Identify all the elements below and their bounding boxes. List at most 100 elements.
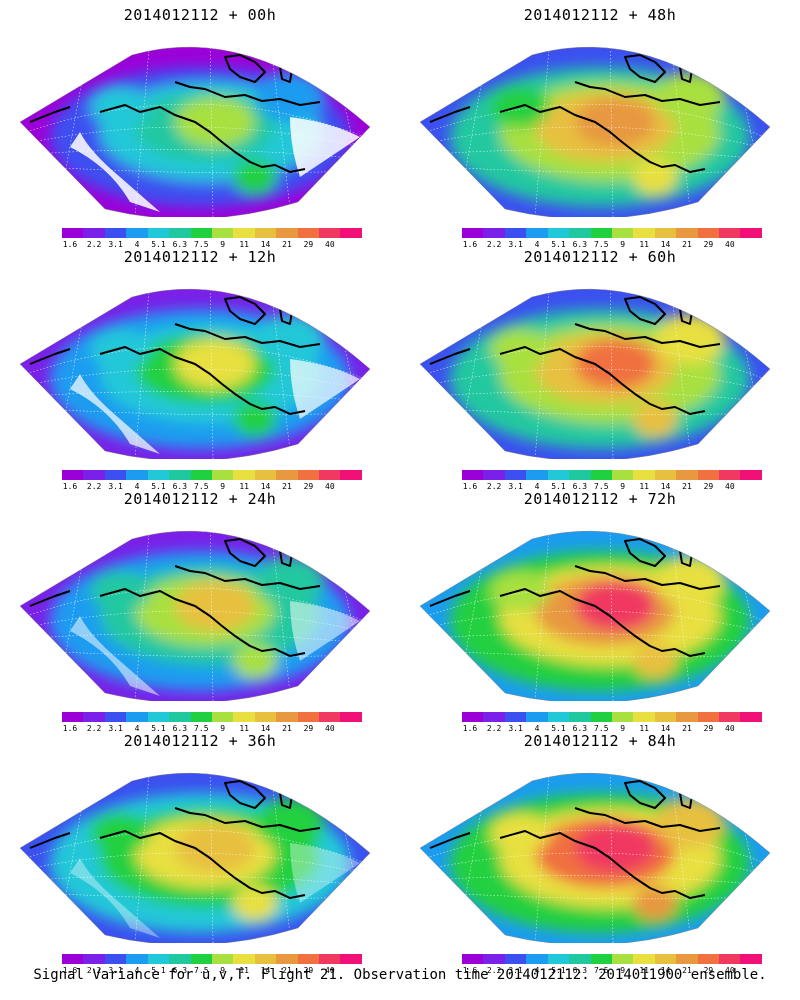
colorbar-tick-label: 4 xyxy=(134,240,140,249)
colorbar-segment xyxy=(340,470,362,480)
colorbar-tick-label: 21 xyxy=(682,240,692,249)
colorbar-segment xyxy=(526,228,548,238)
colorbar-tick-label: 1.6 xyxy=(62,482,78,491)
colorbar-labels: 1.6 2.2 3.1 4 5.1 6.3 7.5 9 11 14 21 29 40 xyxy=(462,966,762,976)
colorbar-tick-label: 11 xyxy=(239,482,249,491)
colorbar-tick-label: 9 xyxy=(620,966,626,975)
colorbar-tick-label: 3.1 xyxy=(508,240,523,249)
colorbar-tick-label: 9 xyxy=(620,240,626,249)
colorbar-tick-label: 2.2 xyxy=(86,724,102,733)
variance-map xyxy=(19,772,371,943)
colorbar-tick-label: 5.1 xyxy=(151,966,166,975)
colorbar-tick-label: 40 xyxy=(725,240,735,249)
colorbar-tick-label: 11 xyxy=(239,724,249,733)
colorbar-tick-label: 29 xyxy=(703,724,714,733)
colorbar-tick-label: 14 xyxy=(660,240,671,249)
colorbar-segment xyxy=(611,228,634,238)
colorbar-tick-label: 40 xyxy=(725,724,735,733)
colorbar-segment xyxy=(569,712,591,722)
colorbar-segment xyxy=(697,954,720,964)
colorbar-tick-label: 1.6 xyxy=(62,240,78,249)
colorbar xyxy=(462,712,762,722)
colorbar-segment xyxy=(590,228,612,238)
colorbar xyxy=(462,470,762,480)
colorbar xyxy=(62,954,362,964)
colorbar-tick-label: 14 xyxy=(660,724,671,733)
colorbar-tick-label: 1.6 xyxy=(62,966,78,975)
colorbar-segment xyxy=(654,712,677,722)
colorbar-segment xyxy=(147,954,170,964)
colorbar-segment xyxy=(504,470,527,480)
colorbar-tick-label: 5.1 xyxy=(551,724,566,733)
colorbar-tick-label: 14 xyxy=(660,966,671,975)
colorbar-tick-label: 1.6 xyxy=(462,240,478,249)
colorbar-segment xyxy=(611,470,634,480)
colorbar-segment xyxy=(611,954,634,964)
colorbar-segment xyxy=(504,712,527,722)
colorbar-segment xyxy=(462,470,484,480)
colorbar-tick-label: 40 xyxy=(725,966,735,975)
colorbar-tick-label: 9 xyxy=(620,724,626,733)
colorbar-tick-label: 6.3 xyxy=(572,724,588,733)
colorbar-segment xyxy=(340,712,362,722)
colorbar-segment xyxy=(190,228,212,238)
colorbar-segment xyxy=(654,954,677,964)
colorbar-segment xyxy=(297,228,320,238)
colorbar-segment xyxy=(169,954,191,964)
colorbar-segment xyxy=(633,712,655,722)
colorbar-segment xyxy=(319,712,341,722)
colorbar-segment xyxy=(83,954,105,964)
colorbar-segment xyxy=(83,228,105,238)
colorbar-tick-label: 40 xyxy=(325,966,335,975)
colorbar-segment xyxy=(504,228,527,238)
colorbar-tick-label: 7.5 xyxy=(194,240,209,249)
forecast-panel: 2014012112 + 24h 1.6 2.2 3.1 4 5.1 6.3 7.5 9 11 14… xyxy=(0,489,400,734)
colorbar-segment xyxy=(483,470,505,480)
colorbar-segment xyxy=(190,470,212,480)
colorbar-segment xyxy=(62,228,84,238)
variance-map xyxy=(419,46,771,217)
colorbar-segment xyxy=(740,228,762,238)
colorbar-tick-label: 7.5 xyxy=(194,482,209,491)
colorbar-segment xyxy=(254,470,277,480)
colorbar-segment xyxy=(190,712,212,722)
colorbar-tick-label: 3.1 xyxy=(508,966,523,975)
colorbar-segment xyxy=(547,712,570,722)
colorbar-segment xyxy=(719,954,741,964)
colorbar-tick-label: 14 xyxy=(260,966,271,975)
variance-map xyxy=(419,772,771,943)
colorbar-tick-label: 14 xyxy=(260,724,271,733)
colorbar-tick-label: 4 xyxy=(134,966,140,975)
colorbar-segment xyxy=(719,712,741,722)
colorbar-segment xyxy=(104,712,127,722)
colorbar-segment xyxy=(633,228,655,238)
colorbar-tick-label: 21 xyxy=(282,966,292,975)
colorbar-tick-label: 21 xyxy=(282,240,292,249)
colorbar-segment xyxy=(62,712,84,722)
colorbar-segment xyxy=(126,228,148,238)
colorbar-tick-label: 3.1 xyxy=(508,482,523,491)
colorbar xyxy=(62,228,362,238)
colorbar-tick-label: 4 xyxy=(534,724,540,733)
colorbar-tick-label: 6.3 xyxy=(172,482,188,491)
variance-map xyxy=(419,288,771,459)
colorbar xyxy=(462,228,762,238)
colorbar-tick-label: 4 xyxy=(134,482,140,491)
colorbar-segment xyxy=(340,228,362,238)
colorbar-tick-label: 6.3 xyxy=(172,240,188,249)
colorbar-tick-label: 1.6 xyxy=(462,724,478,733)
colorbar-segment xyxy=(547,228,570,238)
colorbar-tick-label: 11 xyxy=(639,482,649,491)
forecast-panel: 2014012112 + 36h 1.6 2.2 3.1 4 5.1 6.3 7.5 9 11 14… xyxy=(0,731,400,976)
colorbar-tick-label: 7.5 xyxy=(194,724,209,733)
colorbar-segment xyxy=(483,712,505,722)
colorbar-tick-label: 40 xyxy=(325,482,335,491)
colorbar-segment xyxy=(190,954,212,964)
panel-title: 2014012112 + 24h xyxy=(123,490,277,508)
colorbar-tick-label: 29 xyxy=(303,240,314,249)
colorbar-segment xyxy=(211,712,234,722)
forecast-panel: 2014012112 + 72h 1.6 2.2 3.1 4 5.1 6.3 7.5 9 11 14… xyxy=(400,489,800,734)
colorbar-segment xyxy=(104,954,127,964)
colorbar-segment xyxy=(483,228,505,238)
colorbar-segment xyxy=(697,228,720,238)
